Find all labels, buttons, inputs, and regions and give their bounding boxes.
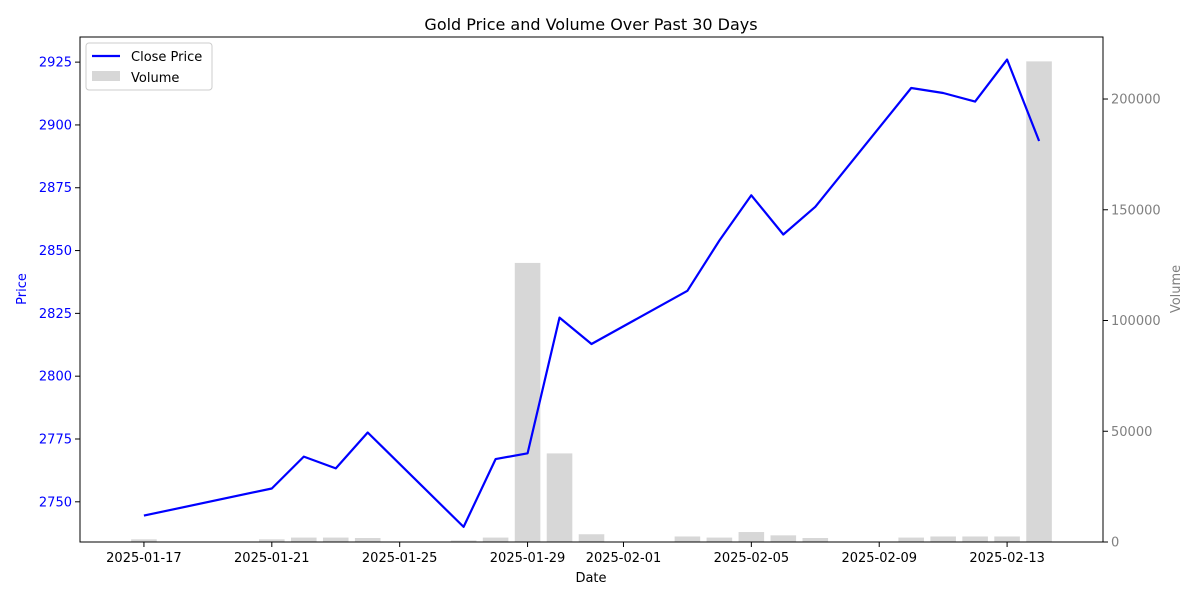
- right-axis-ticks: 0 50000 100000 150000 200000: [1103, 93, 1161, 551]
- volume-bar-2025-02-07: [802, 538, 829, 542]
- volume-bar-2025-02-12: [962, 536, 988, 542]
- legend-label-close-price: Close Price: [131, 50, 202, 65]
- x-tick-label: 2025-01-17: [106, 551, 182, 566]
- volume-bar-2025-01-28: [482, 537, 509, 542]
- volume-bar-2025-02-04: [706, 537, 733, 542]
- x-tick-label: 2025-01-21: [234, 551, 310, 566]
- volume-bar-2025-02-06: [770, 535, 797, 542]
- plot-frame: [79, 36, 1104, 543]
- right-tick-label: 200000: [1111, 93, 1161, 108]
- left-axis-ticks: 2750 2775 2800 2825 2850 2875 2900 2925: [39, 56, 80, 510]
- volume-bar-2025-01-29: [514, 262, 541, 542]
- close-price-line: [143, 58, 1041, 528]
- right-tick-label: 150000: [1111, 203, 1161, 218]
- x-tick-label: 2025-02-13: [969, 551, 1045, 566]
- left-tick-label: 2775: [39, 432, 72, 447]
- left-tick-label: 2800: [39, 370, 72, 385]
- volume-bar-2025-01-21: [259, 539, 285, 542]
- chart-title: Gold Price and Volume Over Past 30 Days: [424, 15, 757, 34]
- volume-bar-2025-01-31: [578, 534, 605, 542]
- volume-bar-2025-01-27: [450, 540, 477, 542]
- x-tick-label: 2025-01-29: [490, 551, 566, 566]
- legend-swatch-volume: [92, 71, 120, 81]
- volume-bar-2025-02-11: [930, 536, 956, 542]
- left-tick-label: 2900: [39, 118, 72, 133]
- right-tick-label: 0: [1111, 536, 1119, 551]
- volume-bar-2025-01-17: [131, 539, 157, 542]
- left-tick-label: 2925: [39, 56, 72, 71]
- x-tick-label: 2025-02-01: [586, 551, 662, 566]
- volume-bar-2025-02-05: [738, 532, 765, 542]
- volume-bar-2025-01-22: [290, 537, 317, 542]
- volume-bar-2025-02-14: [1026, 61, 1052, 542]
- left-tick-label: 2750: [39, 495, 72, 510]
- volume-bar-2025-02-10: [898, 537, 924, 542]
- volume-bar-2025-01-24: [354, 538, 381, 542]
- volume-bar-2025-02-13: [994, 536, 1020, 542]
- left-axis-label: Price: [15, 273, 30, 305]
- right-axis-label: Volume: [1169, 265, 1184, 313]
- x-tick-label: 2025-01-25: [362, 551, 438, 566]
- right-tick-label: 100000: [1111, 314, 1161, 329]
- right-tick-label: 50000: [1111, 425, 1152, 440]
- volume-bar-2025-01-23: [322, 537, 349, 542]
- legend-label-volume: Volume: [131, 71, 179, 86]
- legend: Close Price Volume: [85, 42, 213, 91]
- x-tick-label: 2025-02-05: [714, 551, 790, 566]
- x-tick-label: 2025-02-09: [841, 551, 917, 566]
- volume-bars: [131, 61, 1052, 542]
- volume-bar-2025-02-03: [674, 536, 701, 542]
- x-axis-ticks: 2025-01-17 2025-01-21 2025-01-25 2025-01-29…: [106, 542, 1045, 566]
- left-tick-label: 2825: [39, 307, 72, 322]
- volume-bar-2025-01-30: [546, 453, 573, 542]
- x-axis-label: Date: [575, 571, 606, 586]
- left-tick-label: 2850: [39, 244, 72, 259]
- left-tick-label: 2875: [39, 181, 72, 196]
